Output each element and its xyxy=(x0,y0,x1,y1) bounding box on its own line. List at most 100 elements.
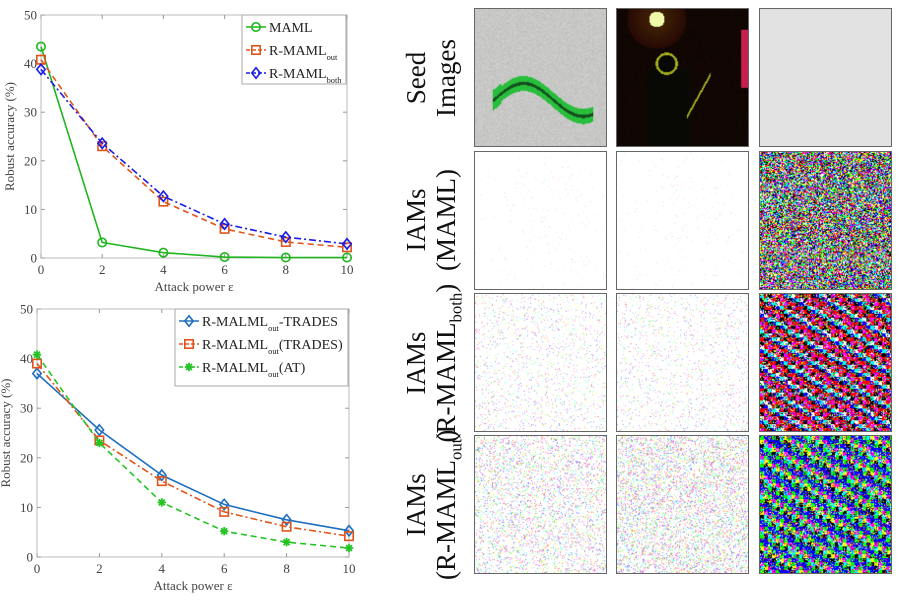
y-tick-label: 10 xyxy=(20,500,33,515)
image-canvas xyxy=(760,152,891,289)
data-point xyxy=(218,497,230,511)
data-point xyxy=(280,230,292,244)
x-tick-label: 8 xyxy=(283,262,290,277)
y-tick-label: 20 xyxy=(20,450,33,465)
data-point xyxy=(158,247,169,258)
image-canvas xyxy=(475,152,606,289)
image-cell-r2-c0 xyxy=(474,293,607,432)
data-point xyxy=(35,62,47,76)
image-canvas xyxy=(617,9,748,146)
data-point xyxy=(282,537,291,547)
data-point xyxy=(35,41,46,52)
y-tick-label: 50 xyxy=(24,8,37,23)
x-tick-label: 0 xyxy=(38,262,45,277)
data-point xyxy=(341,242,352,253)
data-point xyxy=(344,543,354,553)
series-line xyxy=(40,59,348,249)
legend-marker xyxy=(251,21,262,32)
legend: MAML R-MAMLout R-MAMLboth xyxy=(241,14,347,85)
row-label-line1: IAMs xyxy=(401,331,431,395)
image-canvas xyxy=(760,9,891,146)
image-cell-r2-c2 xyxy=(759,293,892,432)
y-axis-label: Robust accuracy (%) xyxy=(0,378,13,487)
y-tick-label: 40 xyxy=(24,56,37,71)
row-label-line2: (R-MAMLboth) xyxy=(431,283,466,443)
image-cell-r0-c0 xyxy=(474,8,607,147)
series-line xyxy=(36,363,350,537)
series-2 xyxy=(32,350,354,553)
data-point xyxy=(158,196,169,207)
x-tick-label: 6 xyxy=(221,262,228,277)
data-point xyxy=(219,217,230,231)
data-point xyxy=(281,521,292,532)
legend-box xyxy=(174,308,349,387)
x-axis-label: Attack power ε xyxy=(153,578,233,593)
x-tick-label: 10 xyxy=(343,561,356,576)
x-tick-label: 4 xyxy=(159,561,166,576)
image-canvas xyxy=(760,436,891,573)
image-canvas xyxy=(617,294,748,431)
legend: R-MALMLout-TRADES R-MALMLout(TRADES) R-MAL… xyxy=(174,308,349,387)
data-point xyxy=(156,476,167,487)
row-label-line2: Images xyxy=(431,39,461,117)
x-tick-label: 6 xyxy=(221,561,228,576)
legend-label: R-MALMLout(AT) xyxy=(202,361,306,379)
data-point xyxy=(280,252,291,263)
series-0 xyxy=(31,367,355,538)
data-point xyxy=(219,506,230,517)
y-tick-label: 40 xyxy=(20,351,33,366)
image-cell-r3-c1 xyxy=(616,435,749,574)
y-tick-label: 0 xyxy=(31,251,38,266)
y-tick-label: 30 xyxy=(20,401,33,416)
legend-label: R-MALMLout(TRADES) xyxy=(202,338,343,356)
image-grid: Seed Images IAMs (MAML) IAMs (R-MAMLboth… xyxy=(395,0,900,600)
y-tick-label: 30 xyxy=(24,105,37,120)
data-point xyxy=(220,527,229,536)
row-label-line2: (MAML) xyxy=(431,169,461,271)
image-cell-r0-c2 xyxy=(759,8,892,147)
x-tick-label: 4 xyxy=(160,262,167,277)
image-cell-r1-c1 xyxy=(616,151,749,290)
legend-marker xyxy=(251,44,262,55)
data-point xyxy=(341,252,352,263)
data-point xyxy=(97,237,108,248)
image-canvas xyxy=(760,294,891,431)
legend-marker xyxy=(250,66,262,80)
image-cell-r1-c0 xyxy=(474,151,607,290)
data-point xyxy=(94,423,105,437)
image-canvas xyxy=(475,436,606,573)
data-point xyxy=(31,358,42,369)
image-canvas xyxy=(617,436,748,573)
y-tick-label: 10 xyxy=(24,202,37,217)
y-tick-label: 50 xyxy=(20,302,33,317)
y-axis-label: Robust accuracy (%) xyxy=(2,82,17,191)
data-point xyxy=(95,438,104,448)
image-cell-r1-c2 xyxy=(759,151,892,290)
chart-maml-comparison: 0 2 4 6 8 10 0 10 20 30 40 50 Attack power ε Robust a… xyxy=(0,0,390,295)
chart-bottom-svg: 0 2 4 6 8 10 0 10 20 30 40 50 Attack power ε Robust a… xyxy=(0,302,356,594)
image-cell-r3-c0 xyxy=(474,435,607,574)
y-tick-label: 0 xyxy=(27,550,34,565)
data-point xyxy=(157,498,166,507)
row-label-line1: IAMs xyxy=(401,473,431,537)
series-1 xyxy=(31,358,354,542)
series-line xyxy=(36,354,350,549)
image-canvas xyxy=(475,9,606,146)
x-tick-label: 8 xyxy=(283,561,290,576)
x-tick-label: 2 xyxy=(96,561,103,576)
chart-trades-comparison: 0 2 4 6 8 10 0 10 20 30 40 50 Attack power ε Robust a… xyxy=(0,295,390,600)
data-point xyxy=(156,468,168,482)
row-label-line1: IAMs xyxy=(401,188,431,252)
x-tick-label: 10 xyxy=(341,262,354,277)
image-cell-r0-c1 xyxy=(616,8,749,147)
data-point xyxy=(343,531,354,542)
series-line xyxy=(40,68,348,245)
data-point xyxy=(219,252,230,263)
series-2 xyxy=(35,62,353,251)
x-tick-label: 2 xyxy=(99,262,106,277)
y-tick-label: 20 xyxy=(24,153,37,168)
image-canvas xyxy=(475,294,606,431)
series-line xyxy=(36,372,350,532)
legend-marker xyxy=(184,338,195,349)
row-label-line2: (R-MAMLout) xyxy=(431,429,466,580)
